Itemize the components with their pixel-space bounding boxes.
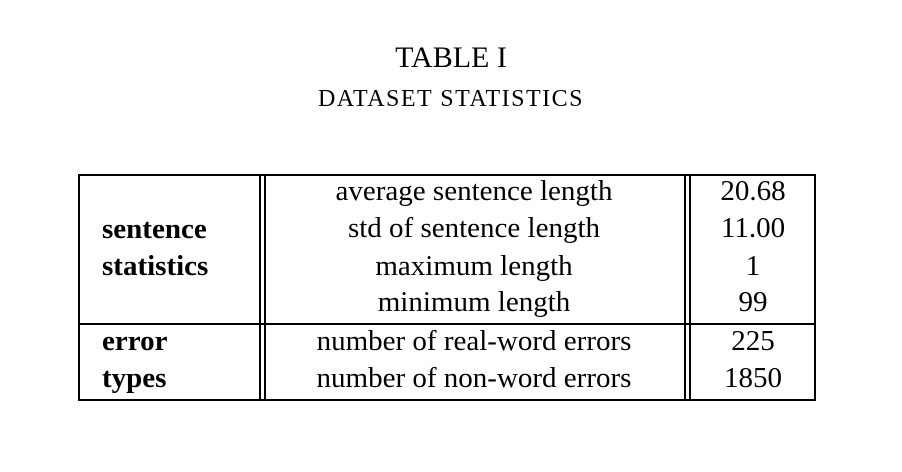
- table-subtitle: DATASET STATISTICS: [317, 86, 585, 112]
- category-label-line: error: [102, 325, 168, 357]
- table-double-rule-2a: [684, 174, 686, 401]
- table-double-rule-1a: [259, 174, 261, 401]
- table-title: TABLE I: [395, 41, 507, 74]
- table-bottom-border: [78, 399, 816, 401]
- category-label-line: types: [102, 362, 167, 394]
- row-label: average sentence length: [335, 175, 613, 207]
- category-label-line: statistics: [102, 250, 209, 282]
- row-value: 20.68: [720, 175, 786, 207]
- row-value: 1: [745, 250, 761, 282]
- row-label: maximum length: [375, 250, 573, 282]
- table-double-rule-1b: [264, 174, 266, 401]
- row-value: 99: [738, 286, 768, 318]
- row-value: 1850: [724, 362, 782, 394]
- dataset-statistics-table: sentence statistics average sentence len…: [78, 174, 816, 401]
- table-group-separator: [78, 323, 816, 325]
- row-label: std of sentence length: [347, 212, 601, 244]
- table-top-border: [78, 174, 816, 176]
- row-value: 11.00: [720, 212, 786, 244]
- table-left-border: [78, 174, 80, 401]
- row-label: minimum length: [377, 286, 571, 318]
- table-double-rule-2b: [689, 174, 691, 401]
- row-value: 225: [731, 325, 775, 357]
- category-label-line: sentence: [102, 213, 207, 245]
- table-right-border: [814, 174, 816, 401]
- row-label: number of real-word errors: [316, 325, 632, 357]
- row-label: number of non-word errors: [316, 362, 632, 394]
